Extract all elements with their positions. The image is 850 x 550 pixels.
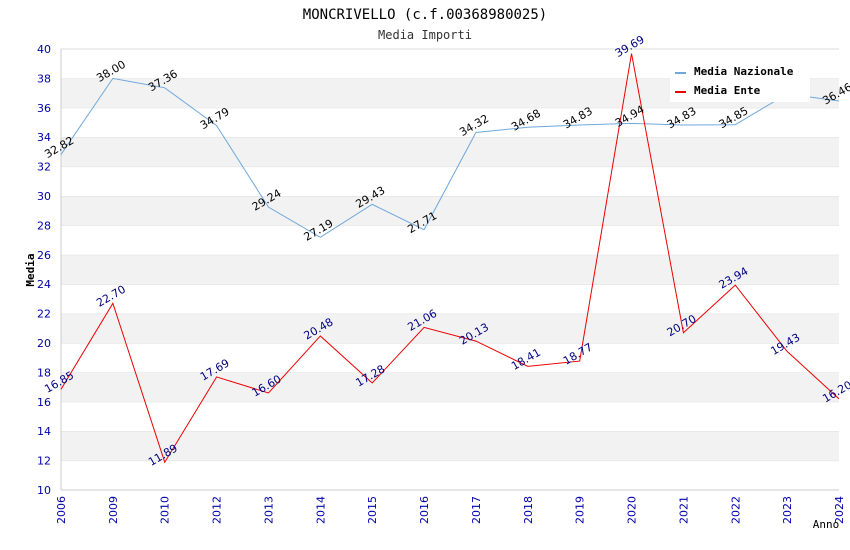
x-tick-label: 2019 (574, 496, 587, 524)
x-tick-label: 2006 (55, 496, 68, 524)
y-tick-label: 18 (37, 366, 51, 379)
series-lines (60, 53, 840, 464)
grid-band (61, 460, 839, 490)
y-tick-label: 12 (37, 455, 51, 468)
y-tick-label: 38 (37, 72, 51, 85)
x-tick-label: 2015 (366, 496, 379, 524)
grid-band (61, 401, 839, 432)
x-tick-label: 2013 (262, 496, 275, 524)
y-axis-label: Media (24, 253, 37, 286)
grid-band (61, 225, 839, 255)
y-tick-label: 30 (37, 190, 51, 203)
y-tick-label: 22 (37, 308, 51, 321)
grid-band (61, 431, 839, 461)
grid-band (61, 107, 839, 138)
grid-band (61, 137, 839, 167)
legend-label-media-ente: Media Ente (694, 84, 761, 97)
x-tick-label: 2014 (314, 496, 327, 524)
chart-title: MONCRIVELLO (c.f.00368980025) (303, 7, 547, 23)
y-tick-label: 34 (37, 131, 51, 144)
grid-band (61, 196, 839, 226)
y-tick-label: 32 (37, 161, 51, 174)
x-tick-label: 2017 (470, 496, 483, 524)
x-tick-label: 2022 (729, 496, 742, 524)
grid-band (61, 254, 839, 285)
y-tick-label: 14 (37, 425, 51, 438)
y-tick-label: 24 (37, 278, 51, 291)
x-tick-label: 2016 (418, 496, 431, 524)
x-tick-label: 2012 (211, 496, 224, 524)
chart-subtitle: Media Importi (378, 28, 472, 42)
y-tick-label: 28 (37, 219, 51, 232)
y-tick-label: 20 (37, 337, 51, 350)
y-tick-label: 40 (37, 43, 51, 56)
y-tick-label: 26 (37, 249, 51, 262)
grid-band (61, 372, 839, 402)
grid-band (61, 343, 839, 373)
y-tick-labels: 10 12 14 16 18 20 22 24 26 28 30 32 34 36 38 40 (37, 43, 51, 497)
x-axis-label: Anno (813, 518, 840, 531)
x-tick-label: 2009 (107, 496, 120, 524)
series-line-0 (60, 77, 840, 238)
y-tick-label: 10 (37, 484, 51, 497)
x-tick-label: 2020 (626, 496, 639, 524)
y-tick-label: 36 (37, 102, 51, 115)
axes (60, 49, 839, 491)
grid-bands (61, 48, 839, 490)
legend: Media Nazionale Media Ente (670, 60, 810, 102)
y-tick-label: 16 (37, 396, 51, 409)
series-line-1 (60, 53, 840, 464)
x-tick-label: 2023 (781, 496, 794, 524)
legend-box (670, 60, 810, 102)
x-tick-label: 2024 (833, 496, 846, 524)
x-tick-labels: 2006 2009 2010 2012 2013 2014 2015 2016 2017 2018… (55, 496, 846, 524)
x-tick-label: 2021 (677, 496, 690, 524)
grid-band (61, 313, 839, 343)
x-tick-label: 2018 (522, 496, 535, 524)
legend-label-media-nazionale: Media Nazionale (694, 65, 794, 78)
x-tick-label: 2010 (159, 496, 172, 524)
